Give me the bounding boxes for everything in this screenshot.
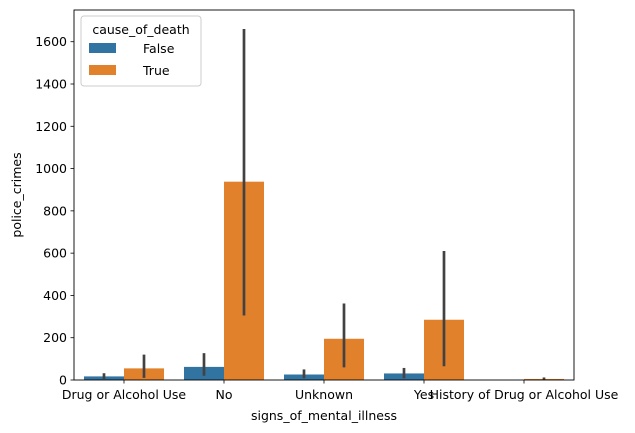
y-tick-label: 0 <box>59 373 67 388</box>
x-tick-label: No <box>216 387 233 402</box>
y-tick-label: 800 <box>43 203 67 218</box>
y-tick-label: 600 <box>43 246 67 261</box>
y-axis-ticks: 0 200 400 600 800 1000 1200 1400 1600 <box>35 34 74 388</box>
legend-label: False <box>143 41 175 56</box>
y-tick-label: 200 <box>43 330 67 345</box>
legend-items: False True <box>89 41 175 78</box>
y-tick-label: 400 <box>43 288 67 303</box>
y-tick-label: 1000 <box>35 161 67 176</box>
x-tick-label: Unknown <box>295 387 353 402</box>
legend: cause_of_death False True <box>80 15 202 87</box>
x-tick-label: Yes <box>413 387 434 402</box>
y-tick-label: 1400 <box>35 77 67 92</box>
legend-swatch <box>89 43 116 53</box>
x-tick-label: Drug or Alcohol Use <box>62 387 187 402</box>
y-tick-label: 1600 <box>35 34 67 49</box>
x-axis-label: signs_of_mental_illness <box>251 408 397 423</box>
legend-swatch <box>89 65 116 75</box>
legend-label: True <box>142 63 170 78</box>
errorbars-layer <box>102 29 546 380</box>
bars-layer <box>84 181 564 380</box>
y-tick-label: 1200 <box>35 119 67 134</box>
legend-title: cause_of_death <box>92 22 189 37</box>
x-tick-label: History of Drug or Alcohol Use <box>430 387 619 402</box>
y-axis-label: police_crimes <box>9 152 24 237</box>
